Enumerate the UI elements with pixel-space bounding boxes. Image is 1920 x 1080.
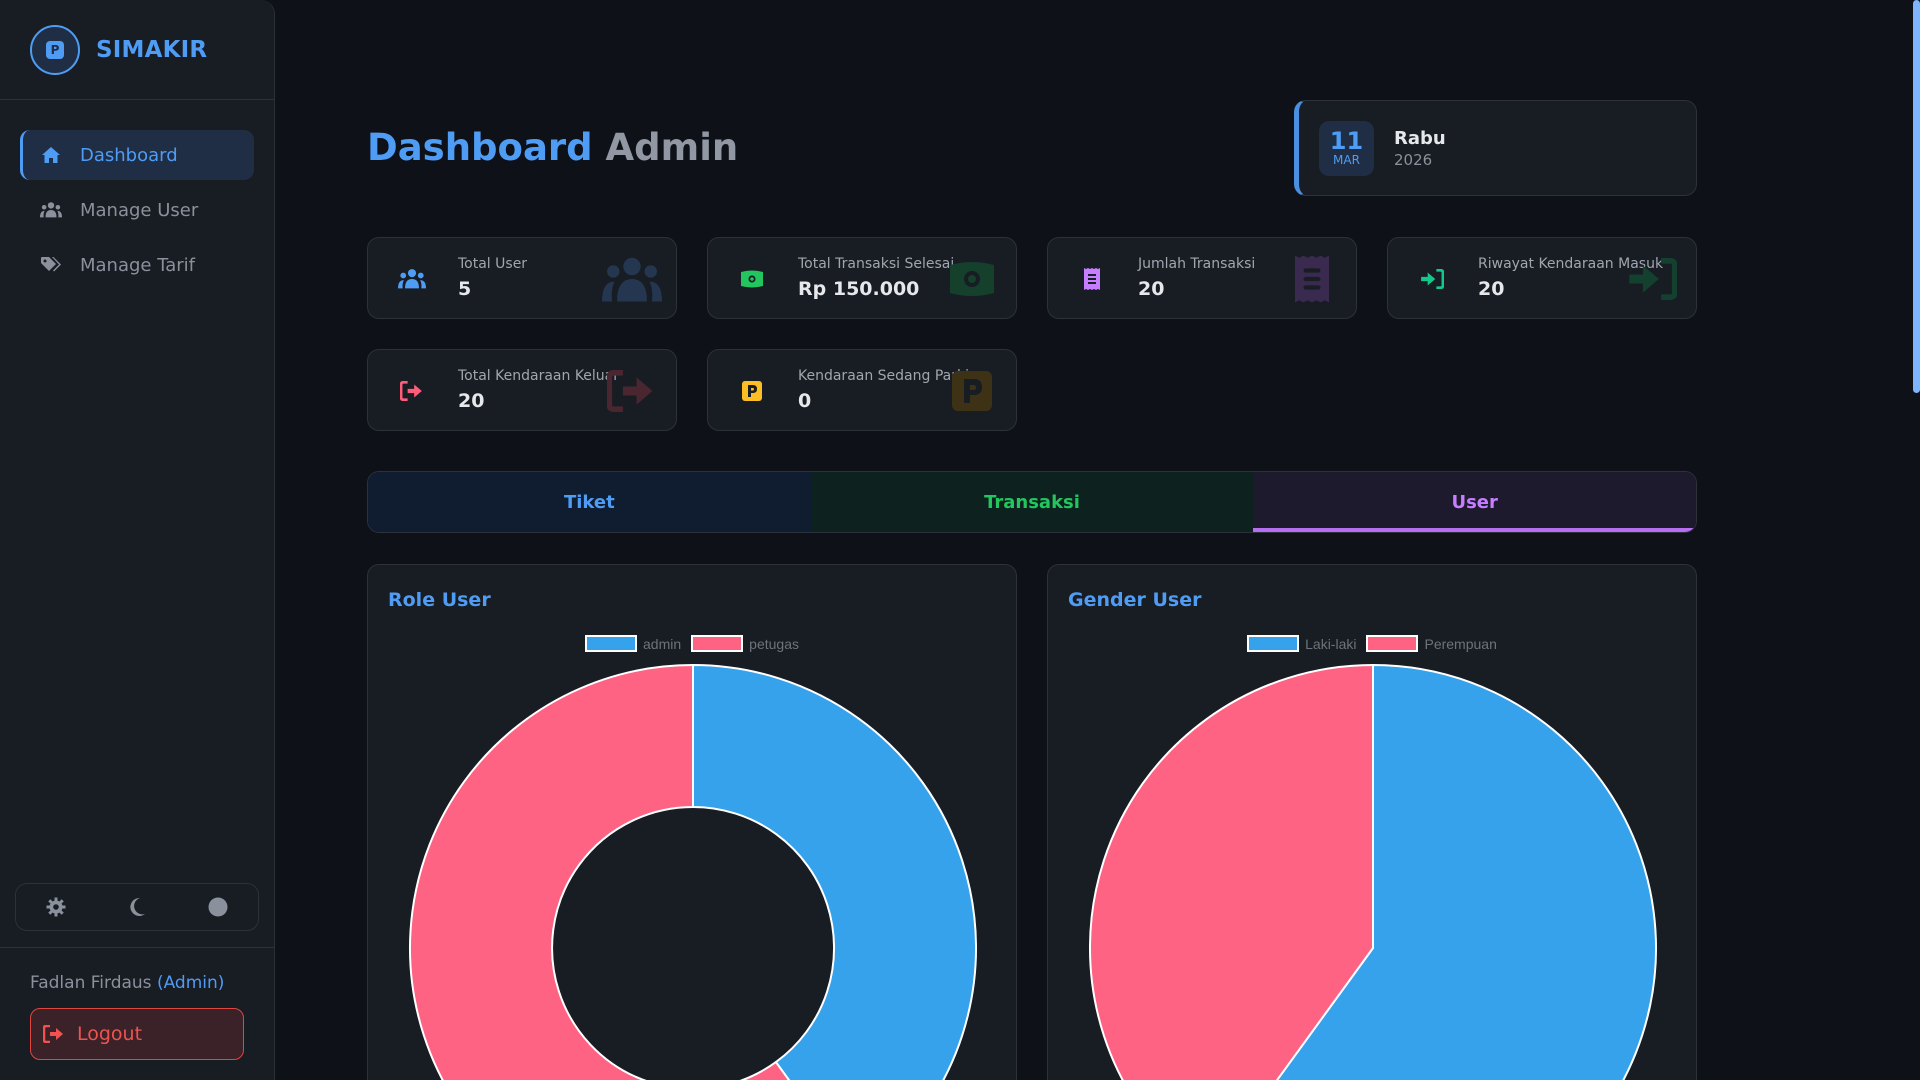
tags-icon [40,256,62,274]
theme-dark-button[interactable] [117,891,157,923]
sign-out-watermark-icon [602,366,662,416]
tab-user[interactable]: User [1253,472,1696,532]
stat-value: 0 [798,390,812,412]
gear-icon [46,897,66,917]
doughnut-chart[interactable] [368,565,1017,1080]
legend-label: Laki-laki [1305,635,1357,652]
current-user: Fadlan Firdaus (Admin) [30,973,244,993]
stat-value: 5 [458,278,472,300]
moon-icon [130,897,145,916]
stat-value: 20 [458,390,485,412]
calendar-badge: 11 MAR [1319,120,1374,176]
stat-label: Riwayat Kendaraan Masuk [1478,256,1664,272]
legend-swatch [1247,635,1300,652]
stat-card-jumlah-transaksi: Jumlah Transaksi 20 [1047,237,1357,319]
date-card: 11 MAR Rabu 2026 [1294,100,1697,196]
date-year: 2026 [1394,150,1433,169]
tab-transaksi[interactable]: Transaksi [810,472,1254,532]
theme-switcher [15,883,259,931]
chart-title: Role User [388,589,491,611]
users-watermark-icon [602,254,662,304]
legend-item-petugas[interactable]: petugas [691,635,799,652]
sign-in-icon [1418,266,1446,292]
sidebar-item-label: Dashboard [80,144,178,166]
sidebar-item-dashboard[interactable]: Dashboard [20,130,254,180]
date-weekday: Rabu [1394,127,1446,149]
page-title: Dashboard Admin [367,126,738,169]
role-user-chart-card: Role User admin petugas [367,564,1017,1080]
user-role: (Admin) [156,973,225,993]
sidebar-footer: Fadlan Firdaus (Admin) Logout [0,947,274,1060]
stat-card-kendaraan-sedang-parkir: Kendaraan Sedang Parkir 0 [707,349,1017,431]
sign-out-icon [398,378,426,404]
legend-item-laki-laki[interactable]: Laki-laki [1247,635,1356,652]
money-bill-watermark-icon [942,254,1002,304]
parking-watermark-icon [942,366,1002,416]
stat-value: Rp 150.000 [798,278,920,300]
receipt-watermark-icon [1282,254,1342,304]
logout-button[interactable]: Logout [30,1008,244,1060]
chart-title: Gender User [1068,589,1202,611]
chart-tabs: Tiket Transaksi User [367,471,1697,533]
sidebar-item-label: Manage User [80,199,199,221]
date-day: 11 [1329,127,1364,155]
stat-value: 20 [1138,278,1165,300]
sidebar-item-label: Manage Tarif [80,254,196,276]
gender-user-chart-card: Gender User Laki-laki Perempuan [1047,564,1697,1080]
theme-light-button[interactable] [198,891,238,923]
home-icon [40,146,62,164]
parking-icon: P [30,24,80,75]
tab-tiket[interactable]: Tiket [368,472,811,532]
pie-chart[interactable] [1048,565,1697,1080]
theme-system-button[interactable] [36,891,76,923]
stat-label: Total Transaksi Selesai [798,256,955,272]
legend-swatch [1366,635,1419,652]
page-scrollbar[interactable] [1913,0,1920,393]
stat-label: Total User [458,256,528,272]
page-title-primary: Dashboard [367,126,593,169]
legend-label: petugas [749,635,799,652]
date-month: MAR [1333,153,1360,167]
legend-swatch [585,635,638,652]
legend-label: admin [643,635,682,652]
users-icon [40,201,62,219]
legend-label: Perempuan [1424,635,1497,652]
user-name: Fadlan Firdaus [30,973,152,993]
circle-icon [208,897,228,917]
legend-item-perempuan[interactable]: Perempuan [1366,635,1497,652]
brand-name: SIMAKIR [96,36,208,63]
money-bill-icon [738,266,766,292]
receipt-icon [1078,266,1106,292]
stat-card-total-user: Total User 5 [367,237,677,319]
sidebar-item-manage-tarif[interactable]: Manage Tarif [20,240,254,290]
stat-value: 20 [1478,278,1505,300]
logout-label: Logout [77,1023,143,1045]
chart-legend: Laki-laki Perempuan [1048,635,1696,652]
stat-card-total-kendaraan-keluar: Total Kendaraan Keluar 20 [367,349,677,431]
legend-swatch [691,635,744,652]
stat-card-riwayat-kendaraan-masuk: Riwayat Kendaraan Masuk 20 [1387,237,1697,319]
legend-item-admin[interactable]: admin [585,635,681,652]
chart-legend: admin petugas [368,635,1016,652]
stat-label: Jumlah Transaksi [1138,256,1256,272]
stat-label: Total Kendaraan Keluar [458,368,620,384]
brand[interactable]: P SIMAKIR [0,0,274,100]
sign-in-watermark-icon [1622,254,1682,304]
users-icon [398,266,426,292]
sidebar-item-manage-user[interactable]: Manage User [20,185,254,235]
stat-card-total-transaksi-selesai: Total Transaksi Selesai Rp 150.000 [707,237,1017,319]
parking-icon [738,378,766,404]
sidebar-nav: Dashboard Manage User Manage Tarif [0,100,274,290]
sidebar: P SIMAKIR Dashboard Manage User Manage T… [0,0,275,1080]
sign-out-icon [43,1025,65,1043]
page-title-secondary: Admin [605,126,739,169]
stat-label: Kendaraan Sedang Parkir [798,368,975,384]
